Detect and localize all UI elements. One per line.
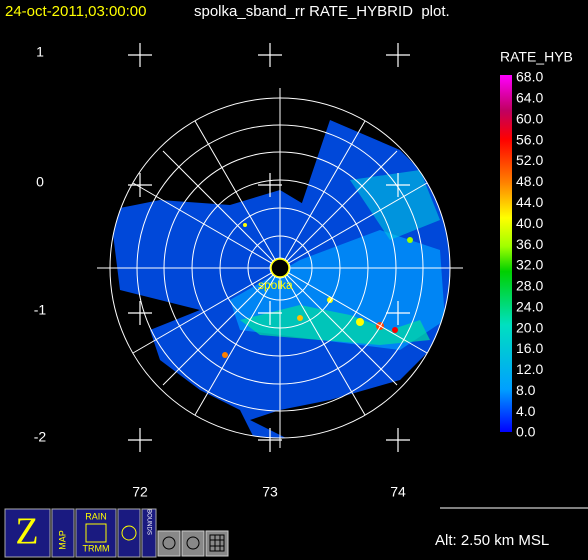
center-button[interactable] xyxy=(181,530,205,557)
colorbar-label: 12.0 xyxy=(516,361,543,377)
y-axis-label: -1 xyxy=(34,302,47,318)
bounds-button-label: BOUNDS xyxy=(145,509,151,535)
colorbar-label: 0.0 xyxy=(516,424,536,440)
station-marker xyxy=(270,258,290,278)
map-button[interactable] xyxy=(51,508,75,558)
x-axis-label: 72 xyxy=(132,484,148,500)
y-axis-label: 0 xyxy=(36,174,44,190)
map-button-label: MAP xyxy=(57,530,67,550)
colorbar-label: 8.0 xyxy=(516,382,536,398)
trmm-label: TRMM xyxy=(83,543,110,553)
station-label: spolka xyxy=(258,278,293,292)
colorbar-title: RATE_HYB xyxy=(500,49,573,65)
rain-icon xyxy=(85,523,107,543)
grid-button[interactable] xyxy=(205,530,229,557)
zoom-icon: Z xyxy=(15,511,38,553)
colorbar-label: 40.0 xyxy=(516,215,543,231)
colorbar-label: 64.0 xyxy=(516,90,543,106)
colorbar-label: 20.0 xyxy=(516,319,543,335)
colorbar-label: 24.0 xyxy=(516,298,543,314)
colorbar-label: 52.0 xyxy=(516,152,543,168)
y-axis-label: -2 xyxy=(34,429,47,445)
colorbar-label: 44.0 xyxy=(516,194,543,210)
altitude-label: Alt: 2.50 km MSL xyxy=(435,532,549,549)
bounds-button[interactable] xyxy=(141,508,157,558)
colorbar-label: 56.0 xyxy=(516,131,543,147)
colorbar-label: 28.0 xyxy=(516,278,543,294)
storm-button[interactable] xyxy=(117,508,141,558)
colorbar-label: 32.0 xyxy=(516,257,543,273)
plot-title: spolka_sband_rr RATE_HYBRID plot. xyxy=(194,3,450,20)
colorbar-label: 4.0 xyxy=(516,403,536,419)
toolbar: Z MAP RAIN TRMM BOUNDS xyxy=(4,508,229,558)
colorbar-label: 60.0 xyxy=(516,110,543,126)
colorbar-label: 16.0 xyxy=(516,340,543,356)
center-icon xyxy=(186,536,200,550)
colorbar-label: 48.0 xyxy=(516,173,543,189)
radar-echo xyxy=(110,120,450,438)
rings-button[interactable] xyxy=(157,530,181,557)
rings-icon xyxy=(162,536,176,550)
y-axis-label: 1 xyxy=(36,44,44,60)
rain-button-label: RAIN xyxy=(85,511,107,521)
grid-crosses xyxy=(128,43,410,452)
x-axis-label: 73 xyxy=(262,484,278,500)
colorbar xyxy=(500,75,512,432)
colorbar-label: 36.0 xyxy=(516,236,543,252)
zoom-button[interactable] xyxy=(4,508,51,558)
grid-icon xyxy=(209,534,225,552)
date-label: 24-oct-2011,03:00:00 xyxy=(5,3,147,20)
rain-button[interactable] xyxy=(75,508,117,558)
x-axis-label: 74 xyxy=(390,484,406,500)
storm-icon xyxy=(121,525,137,541)
colorbar-label: 68.0 xyxy=(516,69,543,85)
